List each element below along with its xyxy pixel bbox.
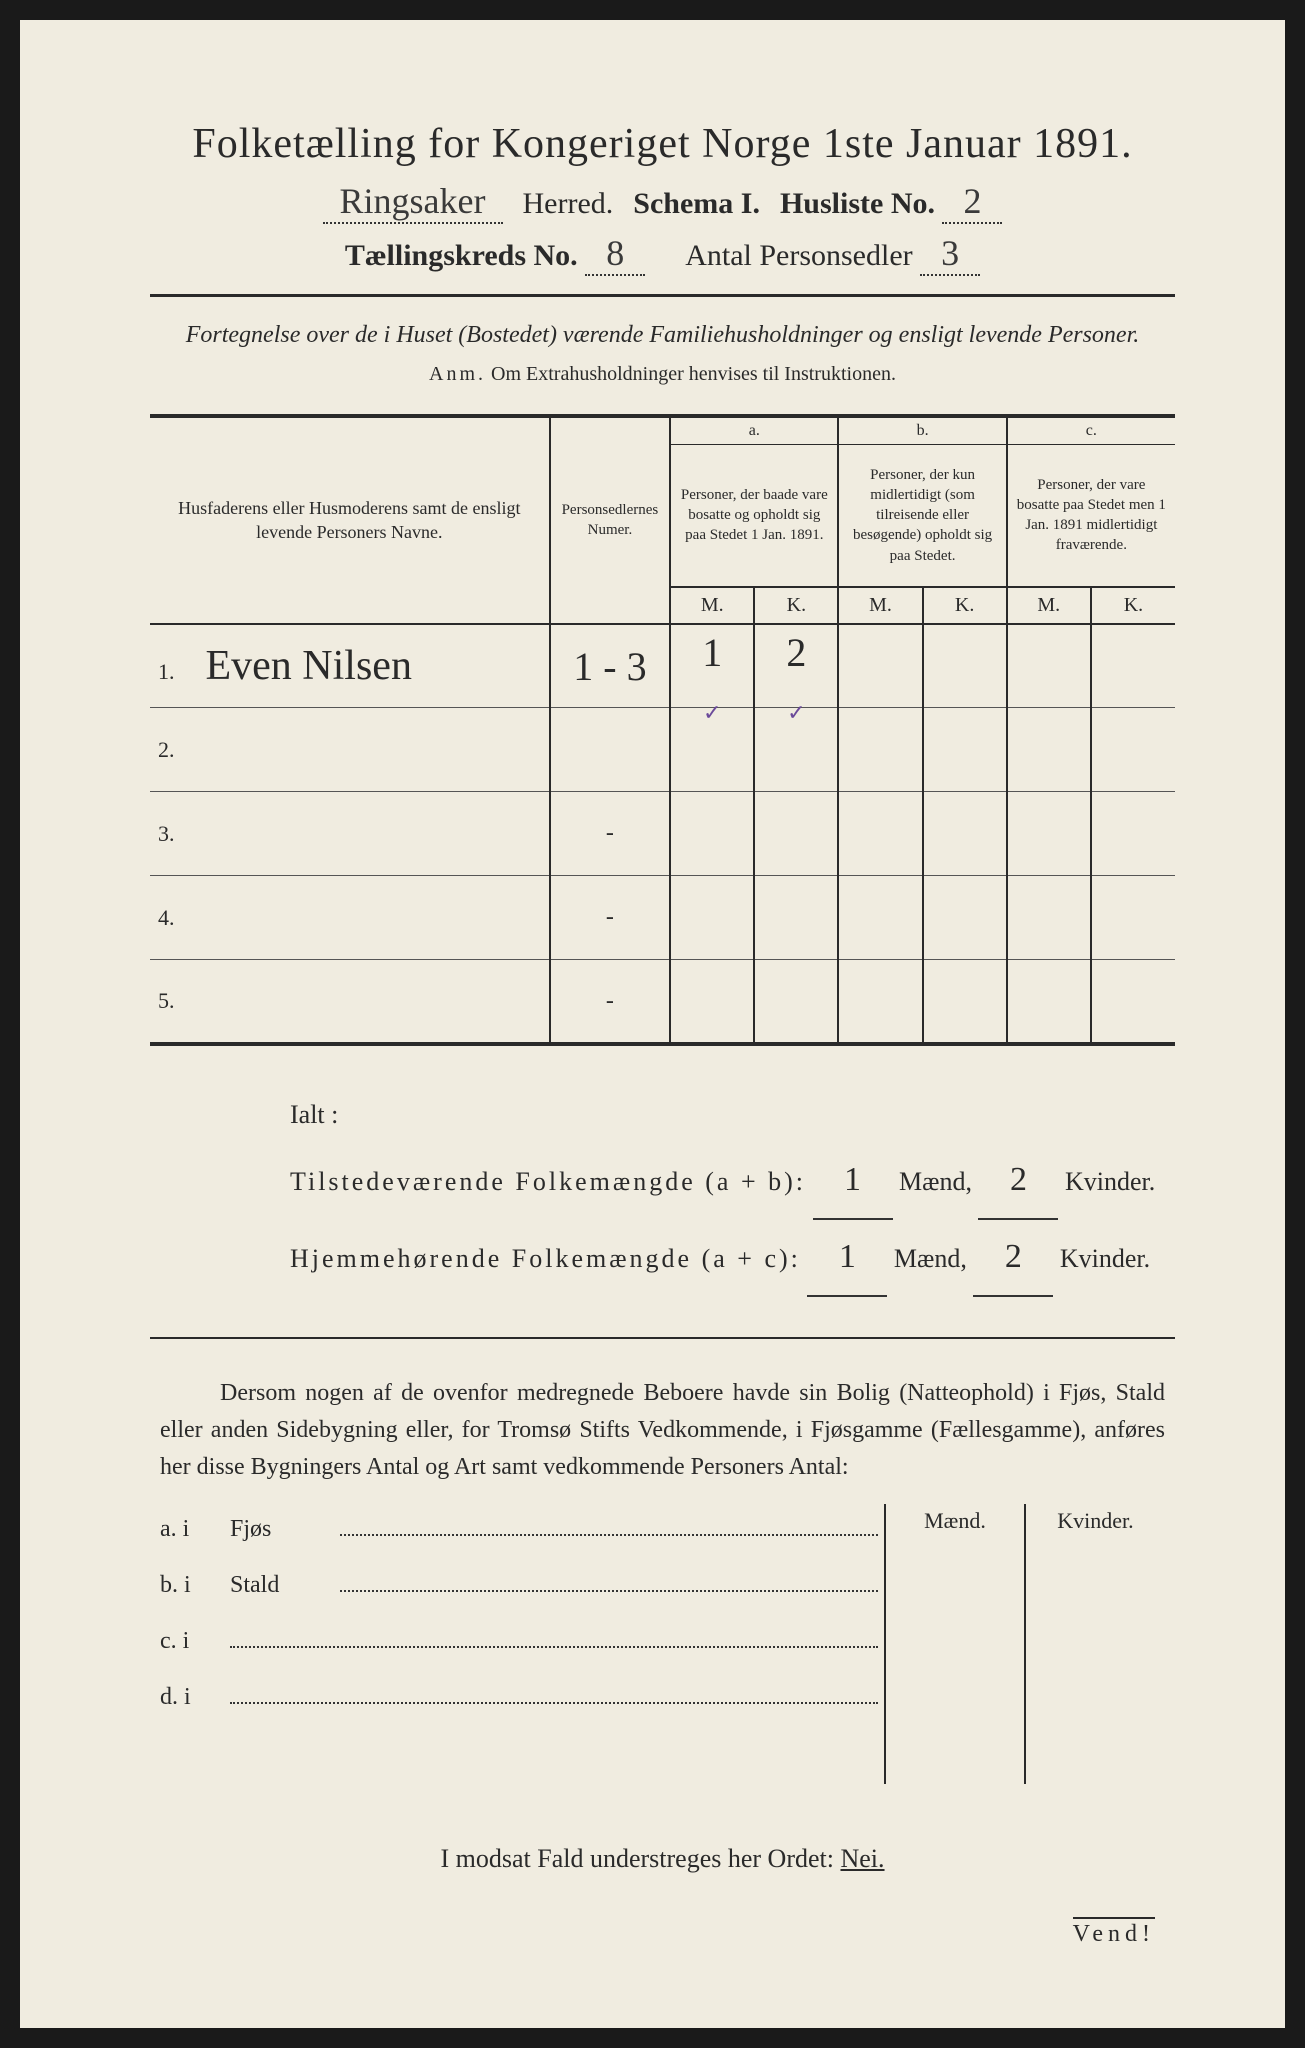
abcd-row: d. i — [160, 1684, 884, 1740]
row-name: Even Nilsen — [192, 643, 412, 689]
abcd-lead: c. i — [160, 1628, 230, 1655]
mk-m-head: Mænd. — [885, 1504, 1025, 1560]
table-row: 1. Even Nilsen 1 - 3 1✓ 2✓ — [150, 624, 1175, 708]
row-numer — [550, 708, 671, 792]
header-line-1: Ringsaker Herred. Schema I. Husliste No.… — [150, 180, 1175, 224]
row-numer: - — [550, 876, 671, 960]
ialt-label: Ialt : — [290, 1086, 1175, 1143]
mk-k-head: Kvinder. — [1025, 1504, 1165, 1560]
col-name-text: Husfaderens eller Husmoderens samt de en… — [178, 498, 520, 542]
kvinder-label-2: Kvinder. — [1060, 1244, 1150, 1273]
table-row: 5. - — [150, 960, 1175, 1044]
page-title: Folketælling for Kongeriget Norge 1ste J… — [150, 120, 1175, 168]
col-b-label: b. — [838, 416, 1006, 445]
anm-line: Anm. Om Extrahusholdninger henvises til … — [150, 363, 1175, 386]
husliste-value: 2 — [942, 180, 1002, 224]
maend-label-2: Mænd, — [894, 1244, 967, 1273]
husliste-label: Husliste No. — [780, 187, 935, 220]
hjemme-m: 1 — [807, 1220, 887, 1297]
dots — [230, 1630, 878, 1648]
nei-word: Nei. — [840, 1844, 884, 1873]
c-k: K. — [1091, 587, 1175, 624]
b-k: K. — [923, 587, 1007, 624]
row-num: 5. — [158, 988, 186, 1014]
col-a-text: Personer, der baade vare bosatte og opho… — [670, 444, 838, 587]
a-k: K. — [754, 587, 838, 624]
dots — [340, 1518, 878, 1536]
census-table: Husfaderens eller Husmoderens samt de en… — [150, 414, 1175, 1046]
schema-label: Schema I. — [633, 187, 760, 220]
row-aM: 1 — [702, 630, 722, 675]
kvinder-label: Kvinder. — [1065, 1167, 1155, 1196]
col-a-label: a. — [670, 416, 838, 445]
divider-2 — [150, 1337, 1175, 1339]
anm-label: Anm. — [429, 363, 486, 385]
hjemme-label: Hjemmehørende Folkemængde (a + c): — [290, 1244, 801, 1273]
b-m: M. — [838, 587, 922, 624]
kreds-value: 8 — [585, 232, 645, 276]
col-b-text: Personer, der kun midlertidigt (som tilr… — [838, 444, 1006, 587]
abcd-lead: d. i — [160, 1684, 230, 1711]
abcd-row: b. i Stald — [160, 1572, 884, 1628]
table-body: 1. Even Nilsen 1 - 3 1✓ 2✓ 2. 3. - 4. - — [150, 624, 1175, 1044]
row-num: 3. — [158, 821, 186, 847]
table-row: 2. — [150, 708, 1175, 792]
abcd-word: Fjøs — [230, 1516, 340, 1543]
abcd-lead: b. i — [160, 1572, 230, 1599]
c-m: M. — [1007, 587, 1091, 624]
paragraph-text: Dersom nogen af de ovenfor medregnede Be… — [160, 1380, 1165, 1480]
antal-value: 3 — [920, 232, 980, 276]
abcd-row: a. i Fjøs — [160, 1516, 884, 1572]
abcd-block: Mænd. Kvinder. a. i Fjøs b. i Stald c. i… — [150, 1516, 1175, 1794]
dots — [340, 1574, 878, 1592]
tick-k: ✓ — [787, 700, 805, 725]
row-aK: 2 — [786, 630, 806, 675]
row-num: 1. — [158, 659, 186, 685]
mk-mini-table: Mænd. Kvinder. — [884, 1504, 1165, 1784]
herred-value: Ringsaker — [323, 180, 503, 224]
kreds-label: Tællingskreds No. — [345, 239, 578, 272]
vend-label: Vend! — [1073, 1917, 1155, 1948]
row-numer: - — [550, 792, 671, 876]
table-row: 3. - — [150, 792, 1175, 876]
hjemme-k: 2 — [973, 1220, 1053, 1297]
totals-block: Ialt : Tilstedeværende Folkemængde (a + … — [150, 1086, 1175, 1297]
abcd-lead: a. i — [160, 1516, 230, 1543]
a-m: M. — [670, 587, 754, 624]
row-num: 4. — [158, 905, 186, 931]
maend-label: Mænd, — [899, 1167, 972, 1196]
abcd-word: Stald — [230, 1572, 340, 1599]
col-c-label: c. — [1007, 416, 1175, 445]
paragraph: Dersom nogen af de ovenfor medregnede Be… — [150, 1375, 1175, 1487]
nei-line: I modsat Fald understreges her Ordet: Ne… — [150, 1844, 1175, 1874]
tilstede-label: Tilstedeværende Folkemængde (a + b): — [290, 1167, 806, 1196]
dots — [230, 1686, 878, 1704]
tilstede-k: 2 — [978, 1143, 1058, 1220]
nei-prefix: I modsat Fald understreges her Ordet: — [440, 1844, 834, 1873]
table-row: 4. - — [150, 876, 1175, 960]
row-numer: - — [550, 960, 671, 1044]
subtitle: Fortegnelse over de i Huset (Bostedet) v… — [150, 319, 1175, 353]
census-page: Folketælling for Kongeriget Norge 1ste J… — [20, 20, 1285, 2028]
row-num: 2. — [158, 737, 186, 763]
col-c-text: Personer, der vare bosatte paa Stedet me… — [1007, 444, 1175, 587]
col-name: Husfaderens eller Husmoderens samt de en… — [150, 416, 550, 624]
header-line-2: Tællingskreds No. 8 Antal Personsedler 3 — [150, 232, 1175, 276]
antal-label: Antal Personsedler — [685, 239, 912, 272]
abcd-row: c. i — [160, 1628, 884, 1684]
row-numer: 1 - 3 — [573, 644, 646, 689]
tilstede-m: 1 — [813, 1143, 893, 1220]
anm-text: Om Extrahusholdninger henvises til Instr… — [491, 363, 896, 385]
col-numer: Personsedlernes Numer. — [550, 416, 671, 624]
divider-1 — [150, 294, 1175, 297]
tick-m: ✓ — [703, 700, 721, 725]
herred-label: Herred. — [523, 187, 614, 221]
